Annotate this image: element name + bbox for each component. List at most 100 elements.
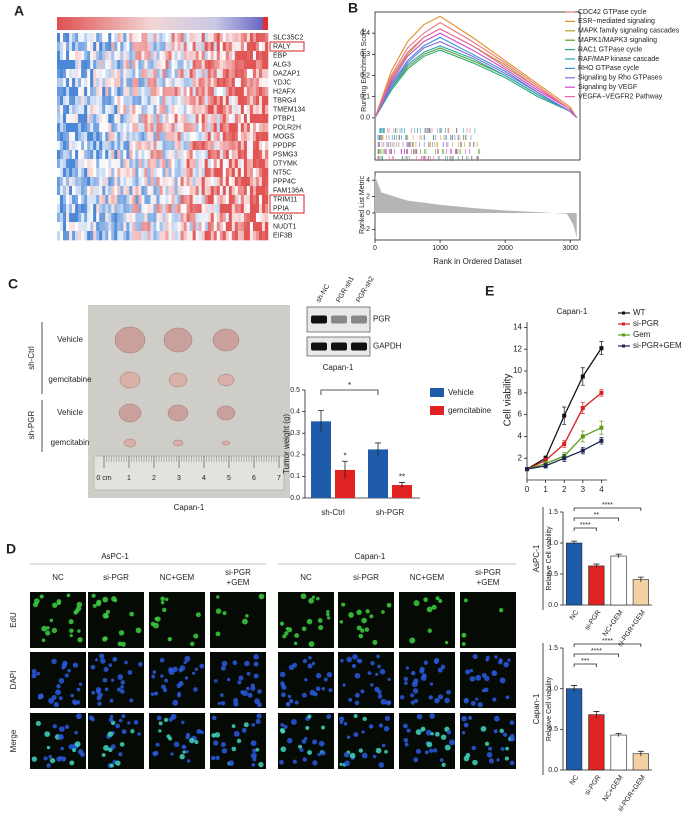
heatmap-cell <box>108 87 112 97</box>
heatmap-cell <box>87 222 91 232</box>
cell <box>53 701 60 708</box>
heatmap-cell <box>210 105 215 115</box>
cell <box>279 671 286 678</box>
heatmap-cell <box>246 132 251 142</box>
tumor <box>123 438 137 448</box>
heatmap-cell <box>186 132 190 142</box>
heatmap-cell <box>165 213 169 223</box>
heatmap-cell <box>96 132 100 142</box>
heatmap-cell <box>78 105 82 115</box>
heatmap-cell <box>60 195 64 205</box>
heatmap-cell <box>225 141 230 151</box>
heatmap-cell <box>243 213 248 223</box>
cell <box>384 715 391 721</box>
heatmap-cell <box>111 231 115 241</box>
heatmap-cell <box>234 132 239 142</box>
heatmap-cell <box>138 87 142 97</box>
heatmap-cell <box>57 231 61 241</box>
cell <box>251 723 256 727</box>
heatmap-cell <box>201 177 205 187</box>
cell <box>102 636 108 642</box>
heatmap-cell <box>243 42 248 52</box>
heatmap-cell <box>135 69 139 79</box>
cell <box>133 720 139 725</box>
heatmap-cell <box>111 168 115 178</box>
cell <box>387 677 391 682</box>
heatmap-cell <box>240 177 245 187</box>
heatmap-cell <box>198 51 202 61</box>
colorbar <box>57 17 268 30</box>
heatmap-cell <box>96 231 100 241</box>
heatmap-cell <box>261 105 266 115</box>
heatmap-cell <box>210 123 215 133</box>
legend-label: RAF/MAP kinase cascade <box>578 56 659 63</box>
heatmap-cell <box>159 42 163 52</box>
heatmap-cell <box>189 213 193 223</box>
heatmap-cell <box>81 168 85 178</box>
heatmap-cell <box>222 213 227 223</box>
heatmap-cell <box>231 195 236 205</box>
heatmap-cell <box>150 204 154 214</box>
cell <box>415 748 422 754</box>
heatmap-cell <box>144 51 148 61</box>
heatmap-cell <box>150 42 154 52</box>
tumor <box>168 372 188 388</box>
heatmap-cell <box>126 60 130 70</box>
heatmap-cell <box>183 141 187 151</box>
heatmap-cell <box>162 177 166 187</box>
heatmap-cell <box>162 132 166 142</box>
heatmap-cell <box>177 222 181 232</box>
heatmap-cell <box>261 60 266 70</box>
heatmap-cell <box>255 87 260 97</box>
heatmap-cell <box>96 105 100 115</box>
heatmap-cell <box>105 51 109 61</box>
cell <box>493 729 498 734</box>
heatmap-cell <box>60 213 64 223</box>
heatmap-cell <box>246 177 251 187</box>
heatmap-cell <box>255 195 260 205</box>
heatmap-cell <box>102 87 106 97</box>
heatmap-cell <box>66 51 70 61</box>
heatmap-cell <box>174 69 178 79</box>
cell <box>69 760 75 766</box>
heatmap-cell <box>117 213 121 223</box>
cell <box>351 664 356 669</box>
row-label: Vehicle <box>57 335 83 344</box>
cell <box>102 677 108 683</box>
heatmap-cell <box>162 204 166 214</box>
heatmap-cell <box>81 204 85 214</box>
es-curve <box>374 41 578 119</box>
heatmap-cell <box>111 42 115 52</box>
heatmap-cell <box>135 87 139 97</box>
heatmap-cell <box>81 42 85 52</box>
heatmap-cell <box>84 213 88 223</box>
heatmap-cell <box>219 132 224 142</box>
heatmap-cell <box>213 60 218 70</box>
heatmap-cell <box>132 177 136 187</box>
cell <box>410 693 415 698</box>
heatmap-cell <box>135 195 139 205</box>
es-curve <box>374 21 578 119</box>
heatmap-cell <box>255 159 260 169</box>
heatmap-cell <box>138 222 142 232</box>
heatmap-cell <box>81 123 85 133</box>
heatmap-cell <box>189 123 193 133</box>
heatmap-cell <box>108 96 112 106</box>
heatmap-cell <box>189 141 193 151</box>
heatmap-cell <box>66 213 70 223</box>
heatmap-cell <box>237 186 242 196</box>
heatmap-cell <box>141 195 145 205</box>
heatmap-cell <box>114 231 118 241</box>
cell <box>312 739 318 745</box>
heatmap-cell <box>114 69 118 79</box>
cell <box>503 661 509 668</box>
heatmap-cell <box>105 87 109 97</box>
heatmap-cell <box>258 168 263 178</box>
heatmap-cell <box>216 150 221 160</box>
heatmap-cell <box>144 123 148 133</box>
cell <box>150 692 155 696</box>
heatmap-cell <box>231 204 236 214</box>
heatmap-cell <box>57 150 61 160</box>
heatmap-cell <box>147 132 151 142</box>
heatmap-cell <box>177 204 181 214</box>
